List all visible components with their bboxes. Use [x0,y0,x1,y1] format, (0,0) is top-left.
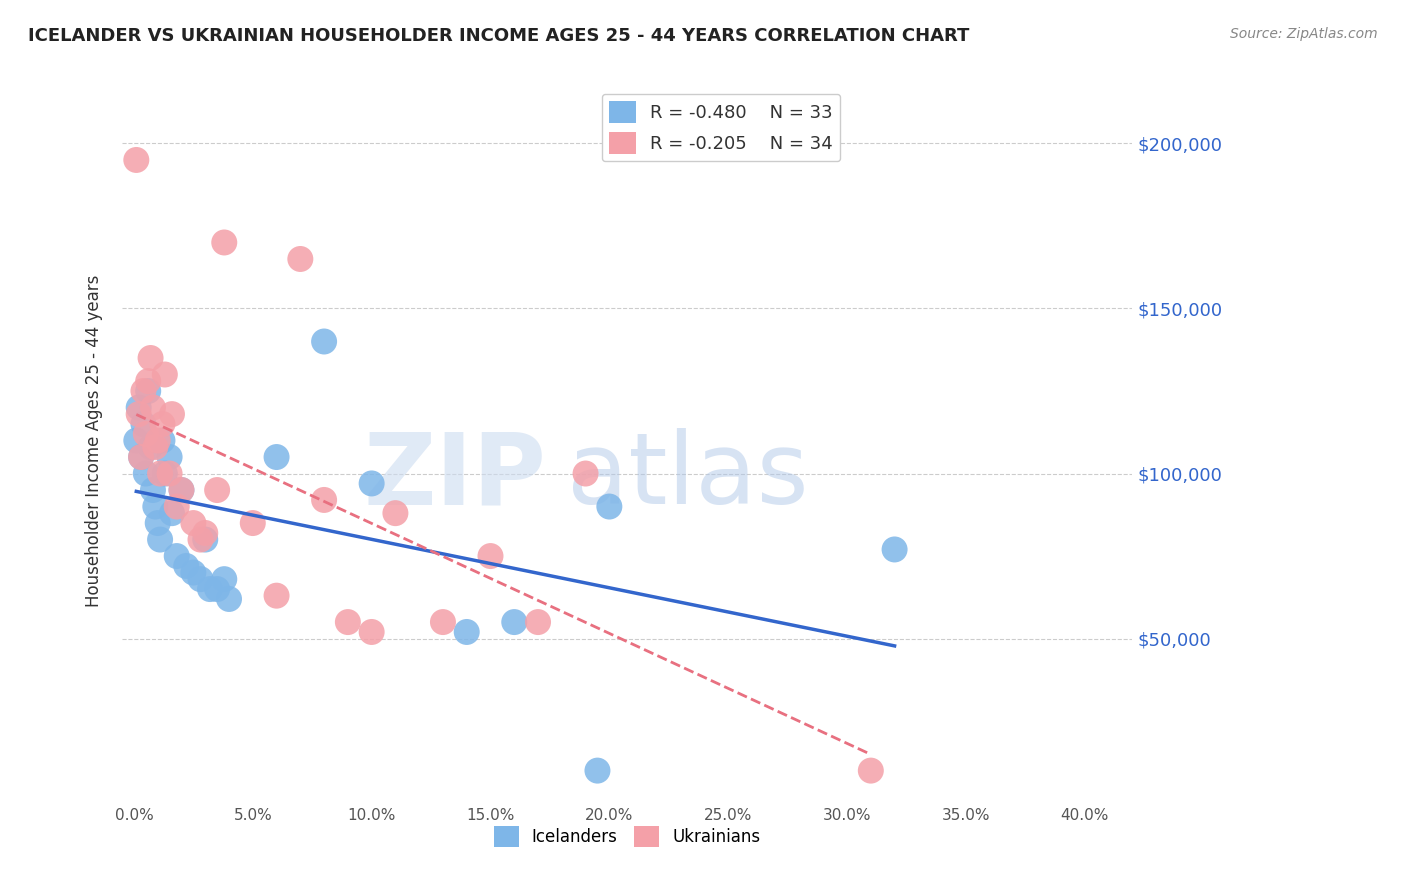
Point [132,384,155,398]
Point [152,417,174,431]
Legend: R = -0.480    N = 33, R = -0.205    N = 34: R = -0.480 N = 33, R = -0.205 N = 34 [602,94,841,161]
Y-axis label: Householder Income Ages 25 - 44 years: Householder Income Ages 25 - 44 years [86,275,103,607]
Point [859,764,882,778]
Point [266,450,288,464]
Point [146,516,169,530]
Point [190,533,212,547]
Point [132,417,155,431]
Text: ZIP: ZIP [364,428,547,525]
Point [139,440,162,454]
Point [159,450,181,464]
Point [143,500,166,514]
Point [266,589,288,603]
Point [128,407,150,421]
Point [170,483,193,497]
Point [153,368,176,382]
Point [205,483,228,497]
Point [183,566,205,580]
Point [360,624,382,639]
Point [586,764,609,778]
Point [143,440,166,454]
Point [314,492,336,507]
Point [125,434,148,448]
Point [160,407,183,421]
Point [125,153,148,167]
Point [384,506,406,520]
Point [218,591,240,606]
Point [129,450,152,464]
Point [503,615,526,629]
Point [290,252,312,266]
Point [149,533,172,547]
Point [136,384,159,398]
Point [883,542,905,557]
Point [194,525,217,540]
Point [139,351,162,365]
Point [336,615,359,629]
Point [149,467,172,481]
Point [194,533,217,547]
Point [160,506,183,520]
Text: Source: ZipAtlas.com: Source: ZipAtlas.com [1230,27,1378,41]
Text: ICELANDER VS UKRAINIAN HOUSEHOLDER INCOME AGES 25 - 44 YEARS CORRELATION CHART: ICELANDER VS UKRAINIAN HOUSEHOLDER INCOM… [28,27,970,45]
Point [314,334,336,349]
Point [142,483,165,497]
Point [170,483,193,497]
Point [198,582,221,596]
Point [360,476,382,491]
Point [135,467,157,481]
Point [153,467,176,481]
Point [174,558,197,573]
Point [128,401,150,415]
Point [146,434,169,448]
Point [142,401,165,415]
Point [214,572,236,586]
Point [152,434,174,448]
Point [166,500,188,514]
Text: atlas: atlas [567,428,808,525]
Point [135,426,157,441]
Point [166,549,188,563]
Point [527,615,550,629]
Point [432,615,454,629]
Point [456,624,478,639]
Point [183,516,205,530]
Point [598,500,620,514]
Point [479,549,502,563]
Point [214,235,236,250]
Point [136,374,159,388]
Point [159,467,181,481]
Point [205,582,228,596]
Point [129,450,152,464]
Point [190,572,212,586]
Point [574,467,596,481]
Point [242,516,264,530]
